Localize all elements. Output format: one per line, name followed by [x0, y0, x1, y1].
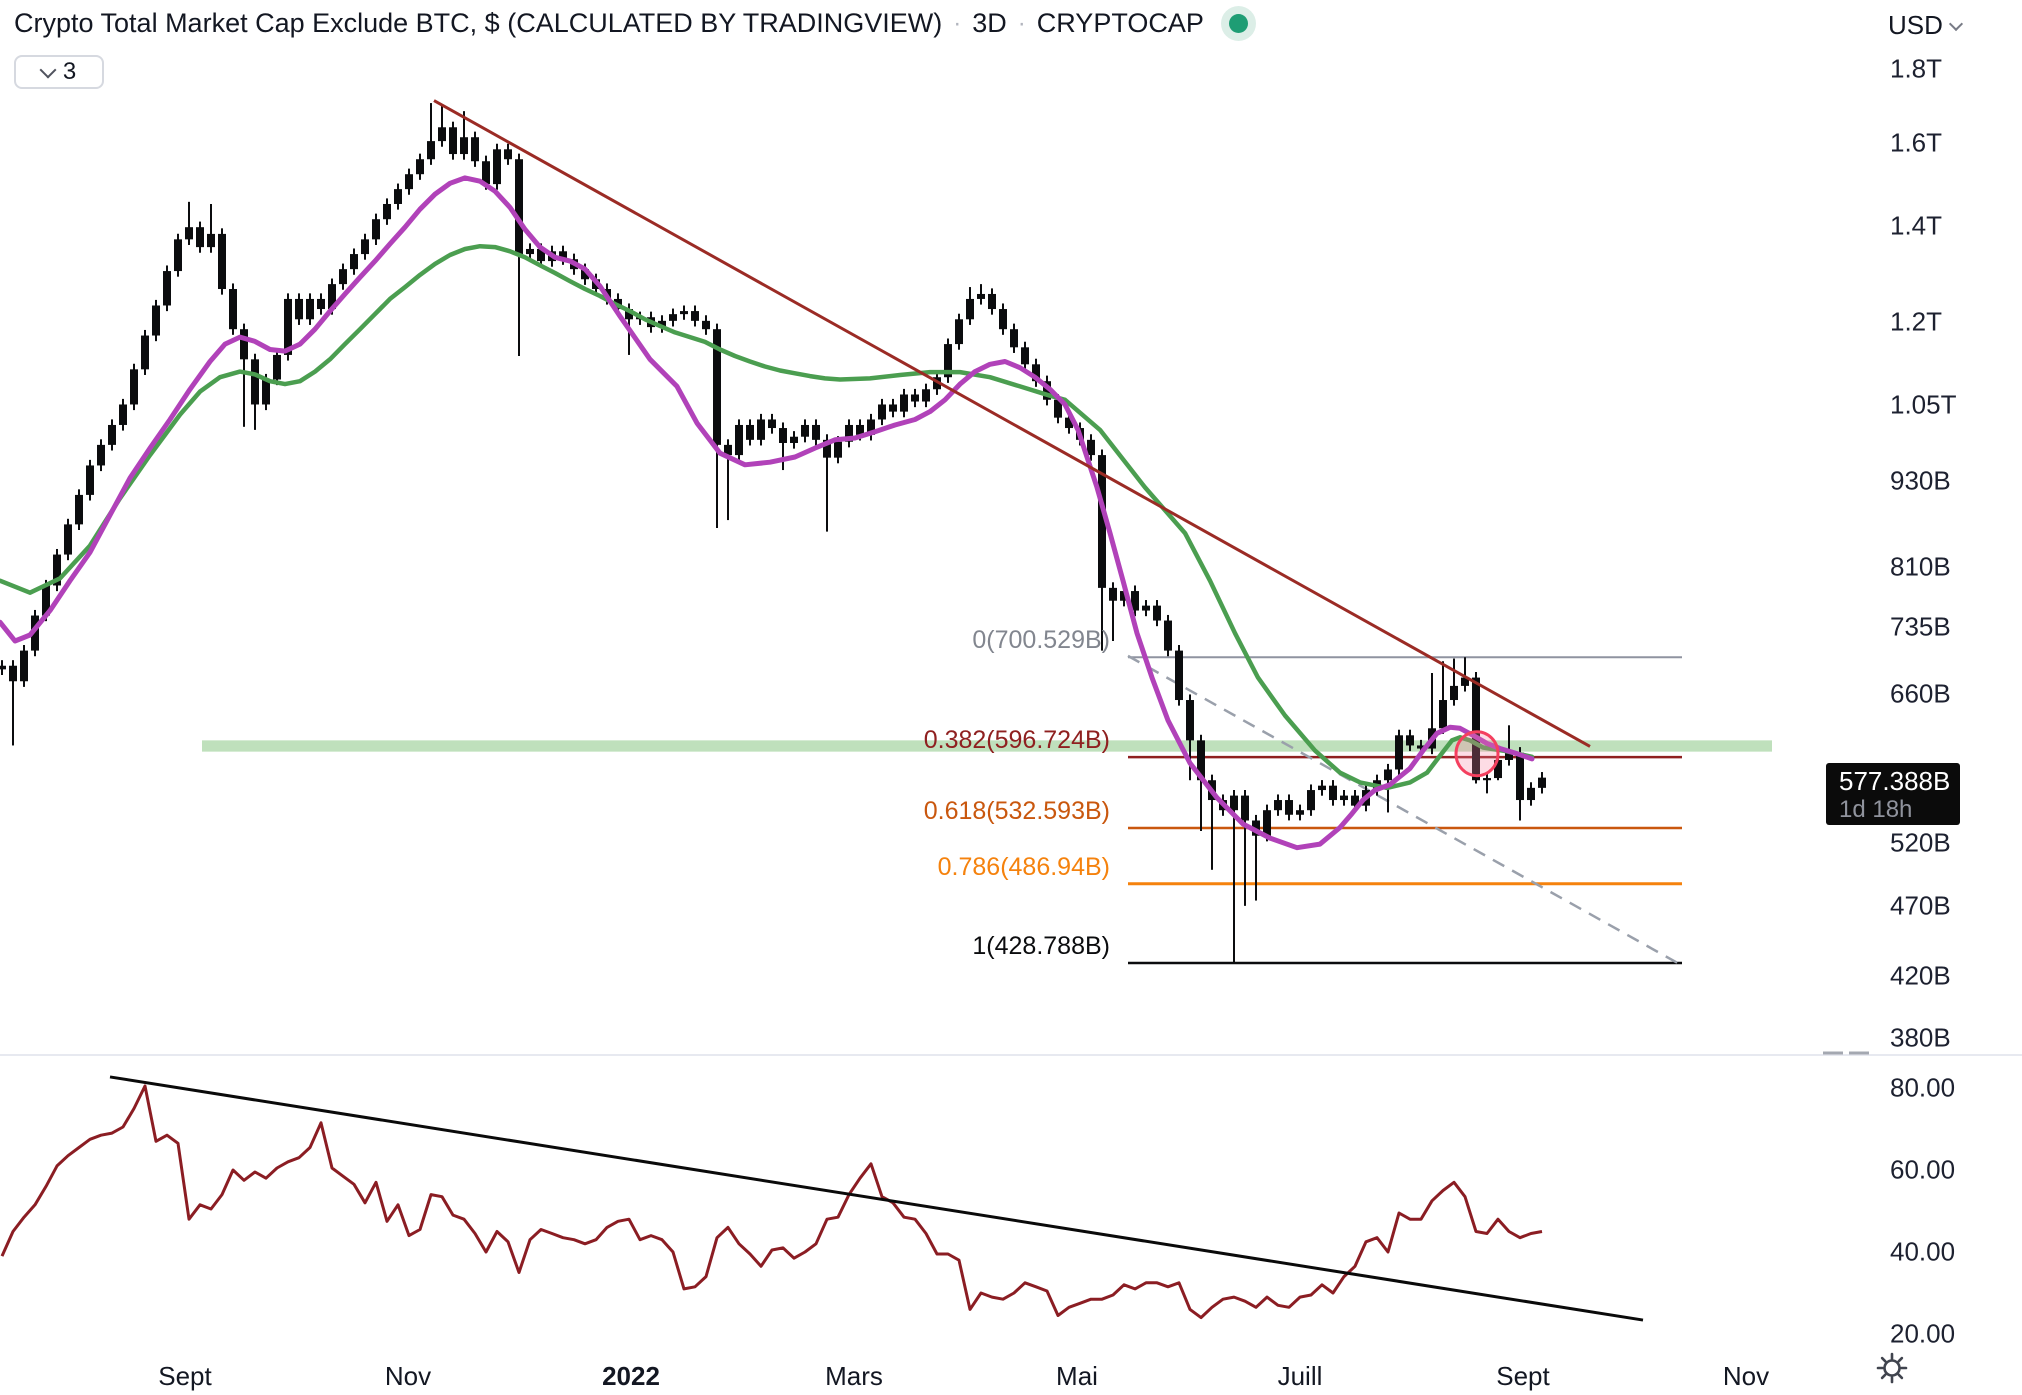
- gear-icon: [1876, 1352, 1908, 1384]
- time-tick: Juill: [1277, 1361, 1323, 1391]
- time-tick: Nov: [384, 1361, 432, 1391]
- price-tick: 1.05T: [1890, 389, 1957, 420]
- ma_slow-line: [0, 243, 1535, 791]
- symbol-title: Crypto Total Market Cap Exclude BTC, $ (…: [14, 8, 943, 38]
- separator-dot: ·: [1017, 9, 1026, 37]
- price-tick: 380B: [1890, 1022, 1951, 1053]
- descending-trendline: [433, 99, 1591, 748]
- time-tick: Sept: [158, 1361, 212, 1391]
- fib-label-0.382: 0.382(596.724B): [923, 726, 1110, 755]
- price-tick: 930B: [1890, 465, 1951, 496]
- highlight-circle: [1454, 730, 1500, 778]
- price-tick: 660B: [1890, 678, 1951, 709]
- market-status-icon: [1228, 14, 1248, 33]
- interval-label: 3D: [972, 8, 1007, 38]
- time-tick: 2022: [602, 1361, 660, 1391]
- price-tick: 1.2T: [1890, 306, 1943, 337]
- candle-bodies: [0, 127, 1546, 836]
- time-tick: Sept: [1496, 1361, 1550, 1391]
- indicator-tick: 40.00: [1890, 1236, 1956, 1267]
- price-tick: 1.4T: [1890, 210, 1943, 241]
- time-tick: Mars: [825, 1361, 883, 1391]
- indicator-tick: 80.00: [1890, 1072, 1956, 1103]
- indicator-tick: 60.00: [1890, 1154, 1956, 1185]
- drawings-count: 3: [62, 58, 77, 85]
- price-tick: 1.8T: [1890, 53, 1943, 84]
- price-tick: 520B: [1890, 827, 1951, 858]
- chart-legend[interactable]: Crypto Total Market Cap Exclude BTC, $ (…: [14, 8, 1248, 39]
- last-price-badge: 577.388B 1d 18h: [1826, 763, 1960, 825]
- ma_fast-line: [0, 175, 1535, 851]
- fib-label-0.786: 0.786(486.94B): [937, 852, 1110, 881]
- support-zone: [202, 740, 1772, 752]
- time-tick: Mai: [1056, 1361, 1098, 1391]
- rsi-trendline: [109, 1075, 1644, 1322]
- exchange-label: CRYPTOCAP: [1036, 8, 1204, 38]
- fib-label-0.618: 0.618(532.593B): [923, 796, 1110, 825]
- chevron-down-icon: [39, 61, 57, 78]
- bar-countdown: 1d 18h: [1839, 795, 1913, 823]
- currency-label: USD: [1888, 10, 1943, 40]
- fib-label-1: 1(428.788B): [972, 932, 1110, 961]
- indicator-tick: 20.00: [1890, 1318, 1956, 1349]
- rsi-line: [0, 1084, 1543, 1320]
- price-tick: 420B: [1890, 960, 1951, 991]
- chevron-down-icon: [1948, 16, 1963, 31]
- last-price: 577.388B: [1839, 765, 1951, 796]
- collapse-drawings-button[interactable]: 3: [14, 55, 104, 89]
- settings-gear-button[interactable]: [1872, 1348, 1920, 1395]
- separator-dot: ·: [953, 9, 962, 37]
- price-tick: 470B: [1890, 890, 1951, 921]
- time-tick: Nov: [1722, 1361, 1770, 1391]
- candle-wicks: [1, 103, 1543, 964]
- price-tick: 735B: [1890, 611, 1951, 642]
- price-tick: 1.6T: [1890, 127, 1943, 158]
- currency-selector[interactable]: USD: [1888, 10, 1963, 41]
- price-tick: 810B: [1890, 551, 1951, 582]
- fib-label-0: 0(700.529B): [972, 626, 1110, 655]
- dashed-trendline: [1127, 654, 1682, 966]
